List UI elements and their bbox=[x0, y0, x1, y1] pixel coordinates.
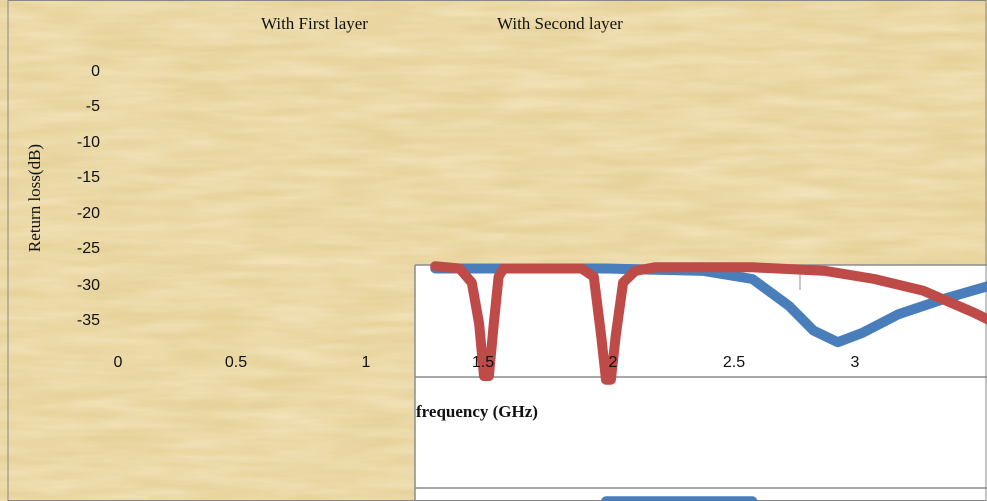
x-tick-label: 1 bbox=[362, 354, 371, 371]
y-tick-label: -35 bbox=[77, 312, 100, 329]
x-axis: 0 0.5 1 1.5 2 2.5 3 frequency (GHz) bbox=[114, 354, 860, 421]
x-tick-label: 3 bbox=[851, 354, 860, 371]
y-tick-label: -15 bbox=[77, 169, 100, 186]
x-tick-label: 2 bbox=[609, 354, 618, 371]
series-layer bbox=[430, 261, 987, 501]
series-line-second-layer bbox=[430, 261, 987, 385]
legend-entry-first-layer: With First layer bbox=[261, 14, 368, 33]
y-axis-title: Return loss(dB) bbox=[25, 144, 44, 252]
y-tick-label: -20 bbox=[77, 205, 100, 222]
x-tick-label: 1.5 bbox=[472, 354, 494, 371]
y-tick-label: -10 bbox=[77, 134, 100, 151]
x-tick-label: 2.5 bbox=[723, 354, 745, 371]
plot-area bbox=[414, 264, 987, 501]
x-tick-label: 0.5 bbox=[225, 354, 247, 371]
y-tick-label: -30 bbox=[77, 277, 100, 294]
x-axis-title: frequency (GHz) bbox=[416, 402, 538, 421]
y-axis: 0 -5 -10 -15 -20 -25 -30 -35 Return loss… bbox=[25, 63, 100, 329]
y-tick-label: -5 bbox=[86, 98, 100, 115]
legend: With First layer With Second layer bbox=[261, 14, 623, 33]
x-tick-label: 0 bbox=[114, 354, 123, 371]
legend-entry-second-layer: With Second layer bbox=[497, 14, 623, 33]
y-tick-label: 0 bbox=[91, 63, 100, 80]
y-tick-label: -25 bbox=[77, 240, 100, 257]
